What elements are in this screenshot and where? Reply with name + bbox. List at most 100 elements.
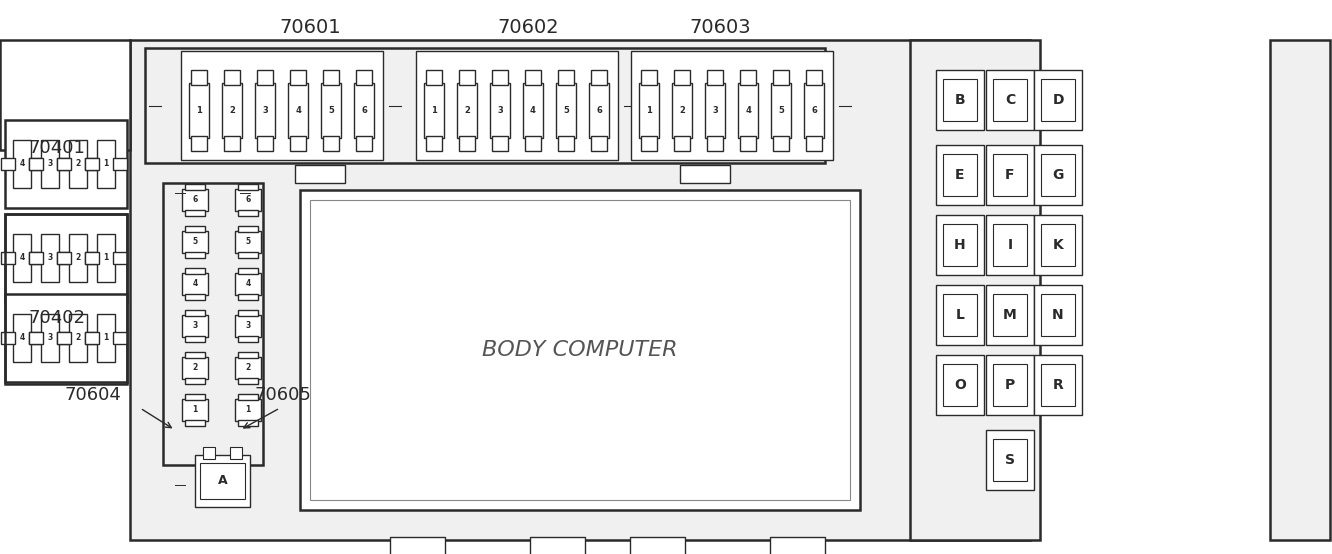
Bar <box>41 140 59 188</box>
Bar <box>290 136 306 151</box>
Bar <box>390 537 445 554</box>
Bar <box>525 70 541 85</box>
Bar <box>234 357 261 379</box>
Text: 4: 4 <box>745 106 751 115</box>
Text: L: L <box>955 308 964 322</box>
Bar <box>97 314 115 362</box>
Text: 2: 2 <box>192 363 197 372</box>
Bar <box>416 51 618 160</box>
Text: 1: 1 <box>196 106 202 115</box>
Text: 6: 6 <box>192 196 197 204</box>
Bar <box>426 136 442 151</box>
Bar <box>558 70 574 85</box>
Bar <box>1269 40 1329 540</box>
Bar <box>681 165 730 183</box>
Bar <box>5 120 127 208</box>
Bar <box>257 136 273 151</box>
Bar <box>936 355 984 415</box>
Bar <box>741 70 755 85</box>
Bar <box>1040 79 1075 121</box>
Bar <box>356 70 372 85</box>
Bar <box>182 315 208 337</box>
Bar <box>321 83 341 138</box>
Bar <box>238 184 258 189</box>
Bar <box>707 70 723 85</box>
Bar <box>182 189 208 211</box>
Bar <box>182 357 208 379</box>
Bar <box>986 70 1034 130</box>
Bar <box>591 136 606 151</box>
Bar <box>85 331 99 345</box>
Bar <box>192 70 206 85</box>
Bar <box>113 331 127 345</box>
Bar <box>185 252 205 258</box>
Text: 2: 2 <box>76 160 81 168</box>
Text: 70603: 70603 <box>689 18 751 37</box>
Bar <box>943 154 978 196</box>
Bar <box>5 214 127 302</box>
Bar <box>238 394 258 399</box>
Bar <box>910 40 1040 540</box>
Bar <box>771 83 791 138</box>
Bar <box>57 331 71 345</box>
Text: 5: 5 <box>245 238 250 247</box>
Bar <box>238 268 258 274</box>
Bar <box>234 399 261 421</box>
Text: C: C <box>1004 93 1015 107</box>
Bar <box>986 285 1034 345</box>
Bar <box>185 184 205 189</box>
Bar <box>189 83 209 138</box>
Bar <box>145 48 825 163</box>
Bar <box>943 224 978 266</box>
Bar <box>185 394 205 399</box>
Bar <box>460 70 474 85</box>
Bar <box>992 294 1027 336</box>
Bar <box>290 70 306 85</box>
Text: 1: 1 <box>646 106 651 115</box>
Text: R: R <box>1052 378 1063 392</box>
Bar <box>185 268 205 274</box>
Bar <box>1 157 15 171</box>
Bar <box>185 211 205 216</box>
Text: 70601: 70601 <box>280 18 341 37</box>
Text: 70402: 70402 <box>28 309 85 327</box>
Bar <box>1040 364 1075 406</box>
Text: 3: 3 <box>192 321 197 331</box>
Bar <box>986 355 1034 415</box>
Text: G: G <box>1052 168 1064 182</box>
Text: 4: 4 <box>20 334 24 342</box>
Bar <box>424 83 444 138</box>
Bar <box>13 140 31 188</box>
Text: H: H <box>954 238 966 252</box>
Text: 5: 5 <box>328 106 334 115</box>
Text: 1: 1 <box>104 160 109 168</box>
Bar <box>5 214 127 384</box>
Text: BODY COMPUTER: BODY COMPUTER <box>482 340 678 360</box>
Bar <box>936 145 984 205</box>
Text: 3: 3 <box>48 160 53 168</box>
Text: 70602: 70602 <box>497 18 559 37</box>
Text: 3: 3 <box>245 321 250 331</box>
Text: 5: 5 <box>192 238 197 247</box>
Text: 1: 1 <box>104 254 109 263</box>
Text: 4: 4 <box>192 280 197 289</box>
Bar <box>805 83 825 138</box>
Text: B: B <box>955 93 966 107</box>
Bar <box>41 314 59 362</box>
Bar <box>324 70 338 85</box>
Text: 3: 3 <box>497 106 503 115</box>
Bar <box>185 352 205 358</box>
Bar <box>641 136 657 151</box>
Text: F: F <box>1006 168 1015 182</box>
Bar <box>185 420 205 426</box>
Text: 2: 2 <box>76 254 81 263</box>
Text: 4: 4 <box>296 106 301 115</box>
Bar <box>1040 294 1075 336</box>
Text: 2: 2 <box>245 363 250 372</box>
Bar <box>741 136 755 151</box>
Text: 3: 3 <box>48 334 53 342</box>
Text: P: P <box>1004 378 1015 392</box>
Bar <box>986 145 1034 205</box>
Bar <box>631 51 832 160</box>
Bar <box>113 252 127 264</box>
